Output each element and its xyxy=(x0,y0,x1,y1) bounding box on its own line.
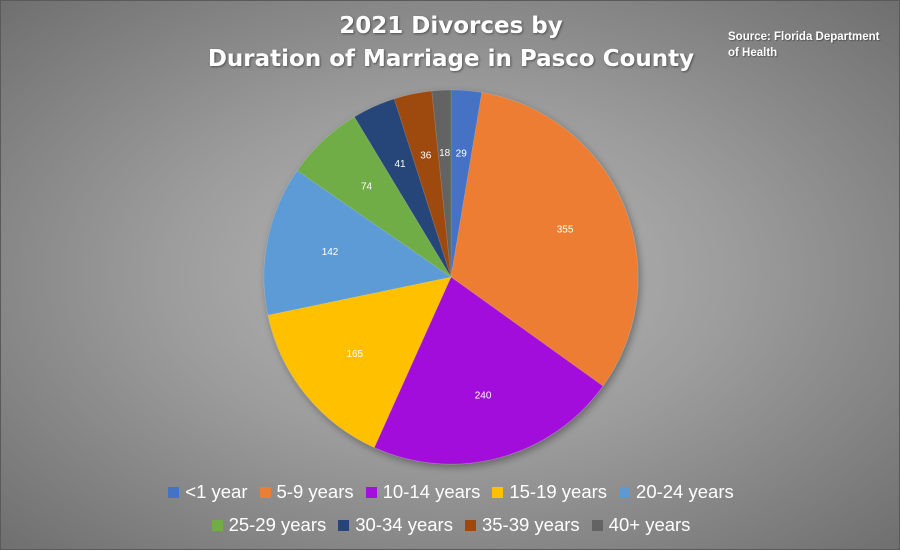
legend-swatch xyxy=(619,486,631,498)
legend-item-15-19-years: 15-19 years xyxy=(492,481,607,503)
legend-item-25-29-years: 25-29 years xyxy=(211,514,327,536)
legend-item-35-39-years: 35-39 years xyxy=(464,514,580,536)
legend-item-1-year: <1 year xyxy=(168,481,248,503)
legend-item-40-years: 40+ years xyxy=(591,514,691,536)
data-label-35-39-years: 36 xyxy=(420,151,432,162)
legend-item-30-34-years: 30-34 years xyxy=(338,514,453,536)
legend-label: 20-24 years xyxy=(636,481,734,502)
pie-slice-20-24-years xyxy=(263,170,452,316)
pie-slice-5-9-years xyxy=(450,92,639,387)
data-label-1-year: 29 xyxy=(456,149,468,160)
legend-label: 35-39 years xyxy=(481,514,580,535)
data-label-20-24-years: 142 xyxy=(322,247,339,258)
legend-swatch xyxy=(492,486,504,498)
legend-swatch xyxy=(365,486,377,498)
legend-swatch xyxy=(591,519,603,531)
data-label-40-years: 18 xyxy=(439,148,451,159)
legend-swatch xyxy=(211,519,223,531)
legend-label: 25-29 years xyxy=(228,514,327,535)
pie-slice-40-years xyxy=(431,89,452,278)
legend-label: 10-14 years xyxy=(382,481,481,502)
pie-slice-15-19-years xyxy=(267,276,452,449)
legend-label: 30-34 years xyxy=(355,514,453,535)
data-label-10-14-years: 240 xyxy=(475,391,492,402)
data-label-15-19-years: 165 xyxy=(346,349,363,360)
pie-slices xyxy=(263,89,639,465)
chart-title-line-1: 2021 Divorces by xyxy=(339,13,563,39)
data-labels: 29 355 240 165 142 74 41 36 18 xyxy=(322,148,574,401)
legend-label: 5-9 years xyxy=(276,481,354,502)
legend-item-20-24-years: 20-24 years xyxy=(619,481,734,503)
chart-title-line-2: Duration of Marriage in Pasco County xyxy=(207,46,695,72)
data-label-5-9-years: 355 xyxy=(557,224,574,235)
legend-label: <1 year xyxy=(185,481,248,502)
legend-label: 15-19 years xyxy=(509,481,608,502)
legend-swatch xyxy=(338,519,350,531)
pie-slice-10-14-years xyxy=(373,276,604,465)
legend-row-1: <1 year 5-9 years 10-14 years 15-19 years 20… xyxy=(1,481,900,503)
legend-swatch xyxy=(464,519,476,531)
legend-swatch xyxy=(168,486,180,498)
legend-item-5-9-years: 5-9 years xyxy=(259,481,354,503)
legend-swatch xyxy=(259,486,271,498)
data-label-25-29-years: 74 xyxy=(361,182,373,193)
legend-item-10-14-years: 10-14 years xyxy=(365,481,481,503)
source-note: Source: Florida Department of Health xyxy=(728,31,880,59)
legend-row-2: 25-29 years 30-34 years 35-39 years 40+ yea… xyxy=(1,514,900,536)
legend-label: 40+ years xyxy=(608,514,691,535)
data-label-30-34-years: 41 xyxy=(394,159,406,170)
